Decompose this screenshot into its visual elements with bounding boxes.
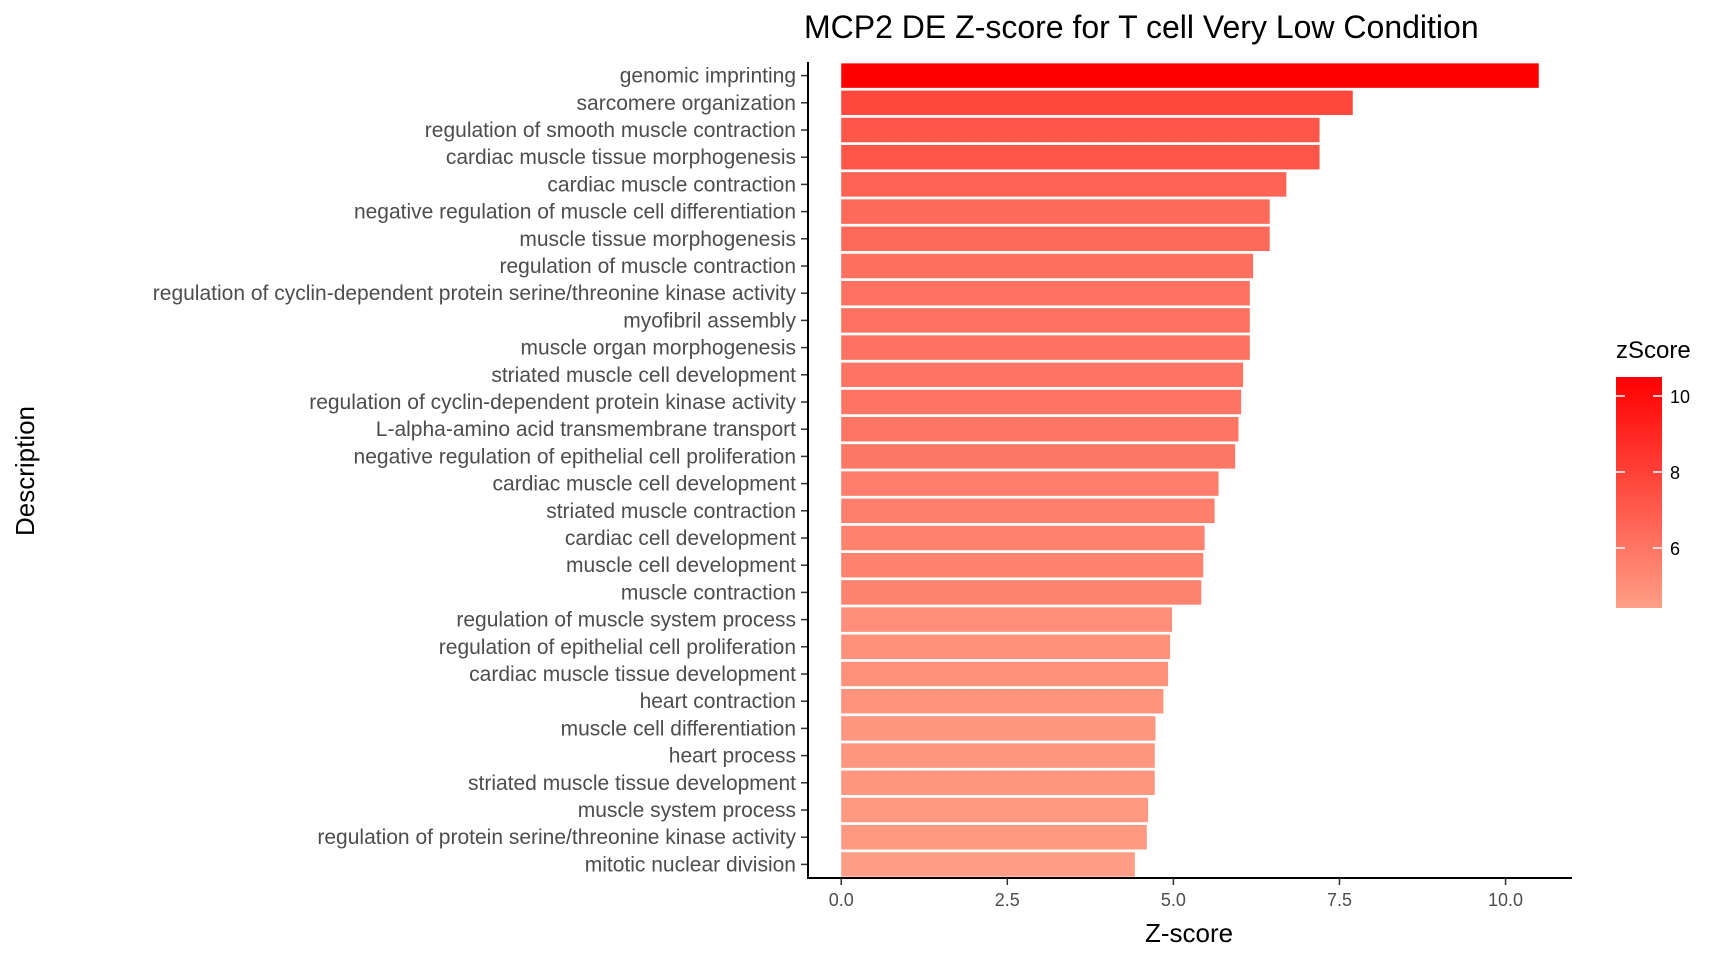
category-label: muscle organ morphogenesis [521,337,796,360]
category-label: L-alpha-amino acid transmembrane transpo… [376,418,796,441]
category-label: regulation of epithelial cell proliferat… [439,636,796,659]
legend-colorbar [1616,377,1662,608]
category-label: cardiac muscle tissue morphogenesis [446,146,796,169]
category-label: regulation of smooth muscle contraction [425,119,796,142]
bar [841,525,1205,551]
bar [841,607,1173,632]
bar-group [841,63,1539,877]
category-label: cardiac muscle contraction [547,173,796,196]
category-label: cardiac cell development [565,527,796,550]
category-label: striated muscle tissue development [468,772,796,795]
bar [841,416,1239,442]
bar [841,389,1242,415]
category-label: negative regulation of epithelial cell p… [354,445,796,468]
bar [841,580,1202,605]
bar [841,444,1236,469]
category-label: regulation of cyclin-dependent protein k… [309,391,796,414]
x-tick-label: 10.0 [1488,890,1523,910]
x-tick-label: 7.5 [1327,890,1352,910]
y-axis-ticks [801,74,808,866]
bar [841,498,1215,524]
category-label: myofibril assembly [623,309,796,332]
bar [841,552,1204,578]
category-label: mitotic nuclear division [585,853,796,876]
category-label: heart process [669,745,796,768]
category-label: heart contraction [640,690,796,713]
category-label: striated muscle contraction [546,500,796,523]
legend: zScore 6 8 10 [1616,337,1691,608]
category-label: cardiac muscle cell development [493,473,797,496]
bar [841,172,1287,197]
bar [841,63,1539,88]
category-label: muscle cell differentiation [561,717,796,740]
legend-tick-label: 10 [1670,387,1690,407]
bar [841,335,1250,360]
category-label: sarcomere organization [577,92,796,115]
category-label: regulation of muscle system process [456,609,796,632]
chart-title: MCP2 DE Z-score for T cell Very Low Cond… [804,9,1479,45]
x-axis-title: Z-score [1145,918,1233,948]
bar [841,634,1171,660]
legend-title: zScore [1616,337,1691,364]
bar [841,362,1244,388]
bar [841,688,1164,714]
bar [841,797,1149,823]
category-label: negative regulation of muscle cell diffe… [354,201,796,224]
bar [841,117,1320,143]
category-label: regulation of muscle contraction [500,255,797,278]
bar [841,199,1270,224]
x-tick-label: 2.5 [995,890,1020,910]
bar [841,852,1135,877]
legend-tick-label: 6 [1670,539,1680,559]
bar [841,280,1250,306]
legend-tick-label: 8 [1670,463,1680,483]
x-tick-label: 0.0 [829,890,854,910]
bar [841,661,1169,687]
bar [841,716,1156,741]
category-labels: genomic imprinting sarcomere organization… [153,65,797,877]
bar [841,90,1353,116]
category-label: striated muscle cell development [491,364,796,387]
bar [841,226,1270,252]
legend-ticks: 6 8 10 [1616,387,1690,559]
bar [841,770,1155,796]
category-label: muscle system process [578,799,796,822]
bar [841,144,1320,170]
category-label: regulation of cyclin-dependent protein s… [153,282,797,305]
category-label: muscle cell development [566,554,796,577]
bar [841,743,1155,768]
x-tick-label: 5.0 [1161,890,1186,910]
x-axis-ticks: 0.0 2.5 5.0 7.5 10.0 [829,878,1523,910]
bar [841,471,1219,496]
bar [841,253,1254,279]
category-label: muscle contraction [621,581,796,604]
category-label: muscle tissue morphogenesis [519,228,796,251]
y-axis-title: Description [10,406,40,536]
category-label: cardiac muscle tissue development [469,663,796,686]
category-label: regulation of protein serine/threonine k… [317,826,796,849]
bar [841,308,1250,333]
bar [841,824,1147,850]
category-label: genomic imprinting [620,65,796,88]
